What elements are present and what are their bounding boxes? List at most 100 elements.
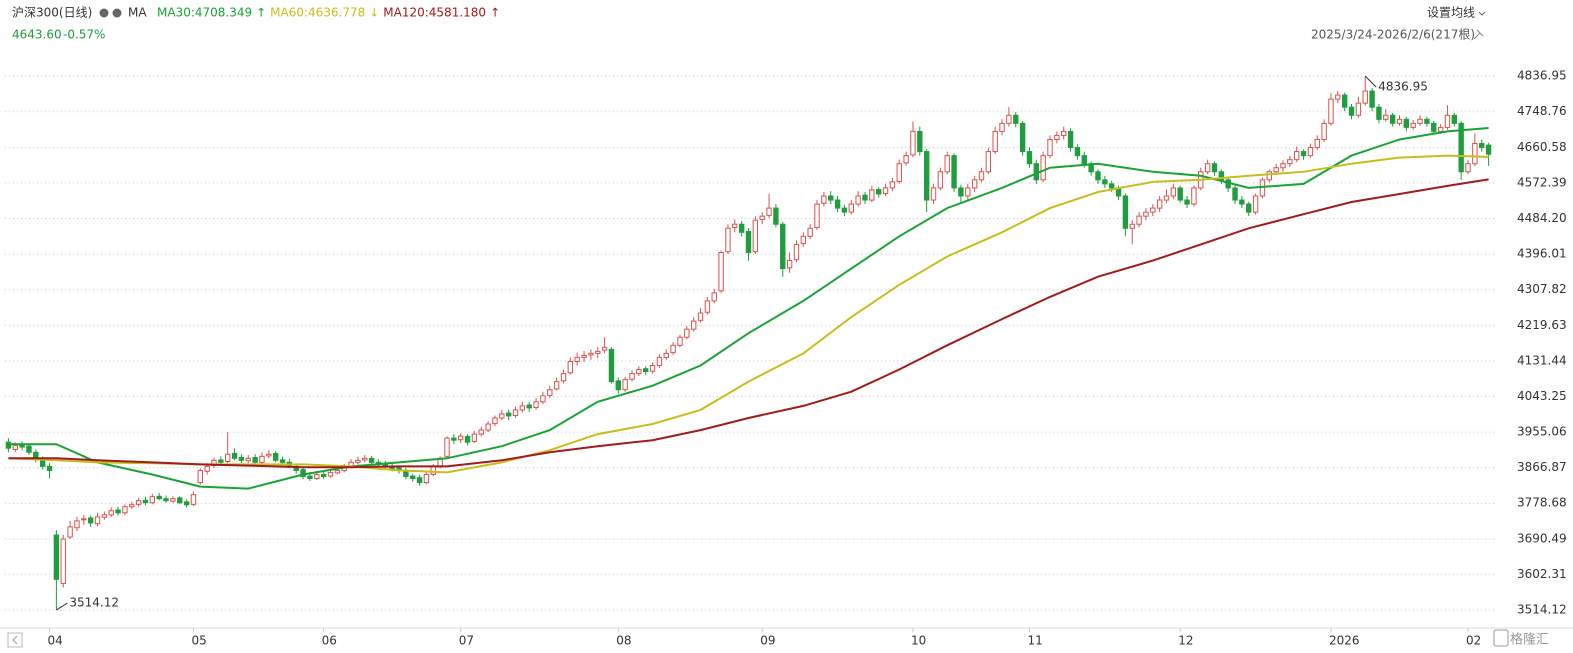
candle-body [601, 346, 608, 351]
candle-body [1451, 114, 1458, 124]
candle-body [225, 453, 231, 463]
x-tick-label: 04 [48, 634, 63, 648]
candle-body [320, 473, 327, 477]
candle-body [807, 227, 813, 237]
x-tick-label: 06 [322, 634, 337, 648]
y-tick-label: 3866.87 [1517, 460, 1567, 474]
candle-body [1417, 118, 1423, 124]
candle-body [149, 496, 156, 504]
candle-body [862, 194, 868, 201]
candle-body [101, 514, 108, 518]
candle-body [560, 373, 567, 382]
candle-body [1479, 143, 1485, 149]
candle-body [1136, 215, 1142, 225]
candle-body [478, 429, 484, 435]
y-tick-label: 3778.68 [1517, 496, 1567, 510]
candle-body [1156, 199, 1163, 209]
candle-body [882, 187, 889, 195]
candle-body [156, 495, 162, 500]
y-tick-label: 4748.76 [1517, 104, 1567, 118]
candle-body [1328, 98, 1334, 124]
candle-body [177, 497, 183, 504]
candle-body [26, 445, 32, 453]
close-icon[interactable] [112, 8, 122, 18]
date-range[interactable]: 2025/3/24-2026/2/6(217根) [1311, 28, 1475, 42]
candle-body [259, 455, 265, 463]
candle-body [1211, 163, 1218, 173]
settings-icon[interactable] [99, 8, 109, 18]
candle-body [923, 151, 930, 201]
candle-body [163, 498, 169, 502]
candle-body [464, 436, 471, 443]
candle-body [327, 471, 334, 477]
candle-body [81, 518, 87, 521]
chart-title: 沪深300(日线) [12, 6, 92, 20]
candle-body [87, 517, 94, 524]
candle-body [1177, 187, 1183, 201]
x-tick-label: 08 [616, 634, 631, 648]
x-tick-label: 11 [1027, 634, 1042, 648]
candle-body [1006, 114, 1012, 124]
candle-body [492, 417, 498, 425]
candle-body [752, 219, 759, 253]
annotation-label: 3514.12 [69, 596, 119, 610]
candle-body [458, 435, 464, 441]
candle-body [368, 457, 375, 463]
y-tick-label: 4660.58 [1517, 140, 1567, 154]
candle-body [245, 457, 251, 462]
candle-body [314, 473, 320, 479]
x-tick-label: 02 [1466, 634, 1481, 648]
candle-body [1396, 118, 1403, 124]
candle-body [937, 171, 944, 189]
candle-body [951, 155, 957, 189]
candle-body [272, 452, 279, 461]
candle-body [1191, 187, 1197, 205]
candle-body [999, 122, 1005, 132]
candle-body [451, 437, 457, 441]
candle-body [108, 510, 114, 516]
scroll-button[interactable] [7, 632, 23, 648]
pin-icon[interactable] [1473, 29, 1484, 40]
candle-body [1437, 126, 1444, 132]
candle-body [1376, 106, 1382, 120]
candle-body [1163, 195, 1170, 201]
legend-arrow: ↑ [256, 6, 266, 20]
candle-body [423, 473, 430, 484]
y-tick-label: 4131.44 [1517, 353, 1567, 367]
candle-body [1266, 171, 1272, 181]
y-tick-label: 3955.06 [1517, 425, 1567, 439]
candle-body [985, 151, 992, 173]
candle-body [889, 181, 896, 189]
candle-body [725, 227, 731, 253]
candle-body [183, 501, 190, 506]
ma-line [8, 154, 1489, 474]
x-tick-label: 09 [760, 634, 775, 648]
settings-button[interactable]: 设置均线 [1427, 6, 1475, 20]
candle-body [60, 538, 66, 584]
candle-body [74, 520, 80, 529]
candle-body [46, 465, 53, 471]
candle-body [300, 469, 306, 477]
legend-label: MA30:4708.349 [157, 6, 252, 20]
candle-body [142, 499, 149, 504]
candle-body [1485, 144, 1492, 155]
candle-body [595, 350, 601, 354]
y-tick-label: 4836.95 [1517, 69, 1567, 83]
candle-body [362, 457, 368, 461]
y-tick-label: 3602.31 [1517, 567, 1567, 581]
candle-body [1403, 118, 1410, 128]
candle-body [649, 364, 656, 372]
y-tick-label: 4484.20 [1517, 211, 1567, 225]
header: 沪深300(日线) MA 4643.60 -0.57% 设置均线 2025/3/… [12, 6, 1486, 42]
candle-body [1307, 147, 1314, 157]
candle-body [204, 465, 210, 472]
chevron [1478, 11, 1486, 16]
candle-body [588, 352, 594, 356]
candle-body [1383, 114, 1389, 120]
legend-label: MA60:4636.778 [270, 6, 365, 20]
candle-body [1410, 122, 1416, 128]
candle-body [704, 300, 711, 313]
candle-body [958, 187, 964, 197]
candle-body [663, 352, 669, 358]
